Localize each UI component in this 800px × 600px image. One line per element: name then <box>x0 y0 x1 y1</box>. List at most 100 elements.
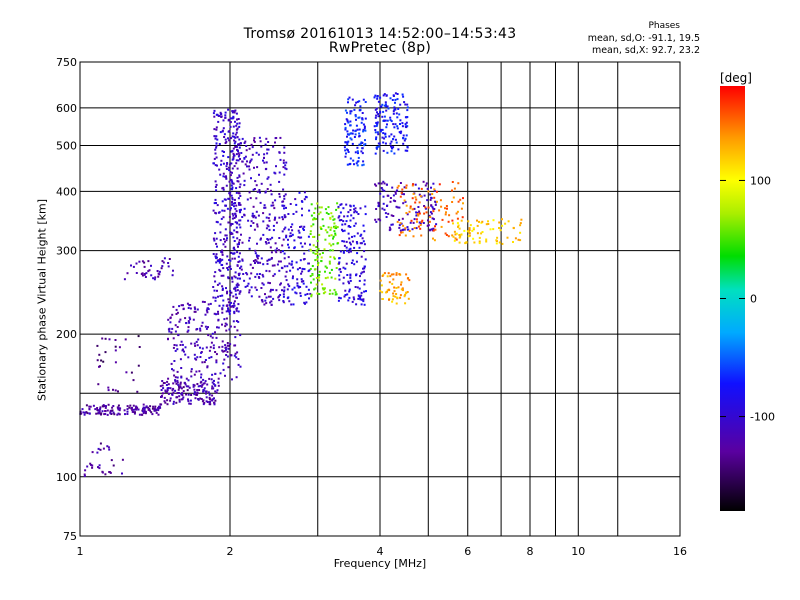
data-point <box>299 259 302 262</box>
data-point <box>205 309 208 312</box>
data-point <box>240 152 243 154</box>
data-point <box>106 413 109 416</box>
data-point <box>205 392 207 395</box>
data-point <box>231 171 233 174</box>
data-point <box>262 283 265 286</box>
data-point <box>399 123 401 125</box>
data-point <box>374 129 377 131</box>
data-point <box>222 188 225 191</box>
data-point <box>147 260 150 263</box>
data-point <box>520 218 523 221</box>
data-point <box>99 406 102 409</box>
data-point <box>347 149 349 152</box>
data-point <box>238 241 241 244</box>
data-point <box>195 358 198 361</box>
data-point <box>159 403 162 406</box>
data-point <box>83 475 86 477</box>
data-point <box>428 229 431 232</box>
data-point <box>308 297 310 300</box>
data-point <box>346 143 349 146</box>
data-point <box>429 198 432 201</box>
data-point <box>286 288 289 291</box>
data-point <box>338 219 341 222</box>
data-point <box>290 235 293 237</box>
data-point <box>104 351 107 354</box>
data-point <box>208 349 211 352</box>
data-point <box>275 247 278 250</box>
data-point <box>392 273 395 276</box>
data-point <box>310 225 313 228</box>
data-point <box>310 281 312 284</box>
data-point <box>467 220 470 223</box>
data-point <box>351 142 354 145</box>
data-point <box>395 273 398 276</box>
data-point <box>240 265 243 268</box>
data-point <box>248 161 251 164</box>
data-point <box>397 286 400 289</box>
data-point <box>289 203 292 205</box>
data-point <box>194 397 197 400</box>
data-point <box>345 240 348 243</box>
data-point <box>342 266 345 269</box>
data-point <box>100 359 103 362</box>
data-point <box>382 132 385 135</box>
data-point <box>429 193 432 196</box>
data-point <box>357 152 359 155</box>
data-point <box>230 162 233 165</box>
data-point <box>375 220 378 223</box>
data-point <box>433 188 436 191</box>
data-point <box>385 94 388 97</box>
data-point <box>303 268 306 271</box>
data-point <box>309 292 312 295</box>
data-point <box>358 246 361 249</box>
data-point <box>418 210 421 213</box>
data-point <box>399 132 402 135</box>
data-point <box>307 235 310 238</box>
data-point <box>143 265 146 268</box>
grid-layer <box>80 62 680 536</box>
data-point <box>381 103 384 106</box>
data-point <box>469 224 472 227</box>
data-point <box>472 237 475 240</box>
data-point <box>249 263 252 266</box>
data-point <box>147 406 150 409</box>
data-point <box>235 226 238 229</box>
colorbar-tick-label: 100 <box>750 174 771 187</box>
data-point <box>117 407 120 410</box>
data-point <box>225 329 228 332</box>
data-point <box>364 143 367 146</box>
data-point <box>316 292 319 295</box>
data-point <box>314 287 317 290</box>
data-point <box>412 235 415 238</box>
data-point <box>269 238 272 241</box>
data-point <box>278 216 281 219</box>
data-point <box>396 186 399 189</box>
data-point <box>334 232 337 235</box>
data-point <box>397 148 400 151</box>
data-point <box>427 206 430 209</box>
data-point <box>339 250 342 253</box>
data-point <box>394 98 397 101</box>
data-point <box>199 384 202 387</box>
data-point <box>255 254 258 257</box>
data-point <box>229 171 232 173</box>
data-point <box>228 328 231 331</box>
data-point <box>377 142 380 145</box>
data-point <box>346 293 349 296</box>
data-point <box>209 302 212 305</box>
data-point <box>336 242 339 245</box>
data-point <box>315 246 318 248</box>
data-point <box>193 342 196 345</box>
data-point <box>142 403 145 406</box>
data-point <box>218 346 221 349</box>
data-point <box>324 229 327 232</box>
data-point <box>399 119 402 122</box>
data-point <box>291 223 294 226</box>
data-point <box>343 244 346 247</box>
data-point <box>394 200 397 203</box>
data-point <box>340 203 343 206</box>
data-point <box>302 282 305 285</box>
data-point <box>388 229 391 232</box>
data-point <box>223 136 226 138</box>
data-point <box>309 268 312 270</box>
